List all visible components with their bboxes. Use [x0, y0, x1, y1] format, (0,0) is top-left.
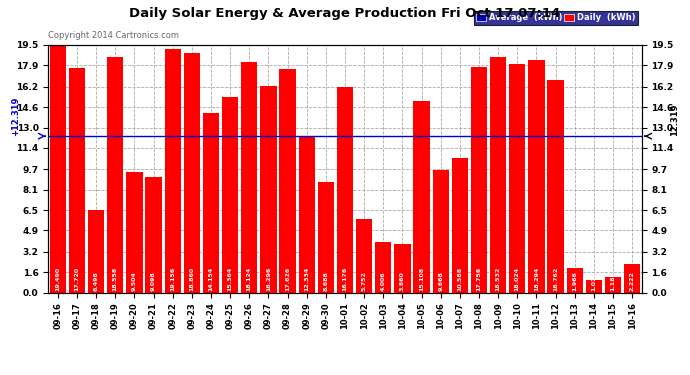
Text: 9.504: 9.504: [132, 271, 137, 291]
Bar: [69, 68, 85, 292]
Bar: [222, 98, 238, 292]
Text: 3.860: 3.860: [400, 271, 405, 291]
Text: 17.626: 17.626: [285, 266, 290, 291]
Text: 16.176: 16.176: [342, 266, 348, 291]
Text: 17.756: 17.756: [477, 266, 482, 291]
Text: Daily Solar Energy & Average Production Fri Oct 17 07:14: Daily Solar Energy & Average Production …: [130, 8, 560, 21]
Bar: [394, 243, 411, 292]
Text: 18.124: 18.124: [247, 266, 252, 291]
Bar: [260, 86, 277, 292]
Text: 1.016: 1.016: [591, 271, 596, 291]
Text: Copyright 2014 Cartronics.com: Copyright 2014 Cartronics.com: [48, 31, 179, 40]
Text: 16.296: 16.296: [266, 266, 271, 291]
Text: 14.154: 14.154: [208, 266, 213, 291]
Text: 2.222: 2.222: [630, 271, 635, 291]
Bar: [203, 113, 219, 292]
Text: 9.668: 9.668: [438, 271, 443, 291]
Text: 8.688: 8.688: [324, 271, 328, 291]
Bar: [50, 45, 66, 292]
Text: 18.024: 18.024: [515, 267, 520, 291]
Bar: [107, 57, 124, 292]
Bar: [126, 172, 143, 292]
Bar: [547, 80, 564, 292]
Text: 9.098: 9.098: [151, 271, 156, 291]
Text: 19.490: 19.490: [55, 267, 60, 291]
Bar: [165, 50, 181, 292]
Bar: [509, 64, 525, 292]
Bar: [146, 177, 161, 292]
Bar: [605, 278, 621, 292]
Text: 6.498: 6.498: [94, 271, 99, 291]
Text: 1.966: 1.966: [572, 271, 578, 291]
Bar: [452, 158, 468, 292]
Text: 5.752: 5.752: [362, 271, 366, 291]
Text: +12.319: +12.319: [11, 97, 20, 136]
Bar: [624, 264, 640, 292]
Text: 18.294: 18.294: [534, 266, 539, 291]
Bar: [471, 67, 487, 292]
Text: 1.184: 1.184: [611, 271, 615, 291]
Bar: [529, 60, 544, 292]
Bar: [490, 57, 506, 292]
Bar: [375, 242, 391, 292]
Bar: [241, 63, 257, 292]
Text: 4.006: 4.006: [381, 271, 386, 291]
Text: 19.156: 19.156: [170, 266, 175, 291]
Text: 15.364: 15.364: [228, 266, 233, 291]
Bar: [184, 53, 200, 292]
Bar: [299, 136, 315, 292]
Text: 12.319: 12.319: [670, 104, 679, 136]
Bar: [317, 182, 334, 292]
Text: 18.532: 18.532: [495, 266, 501, 291]
Text: 17.720: 17.720: [75, 267, 79, 291]
Bar: [337, 87, 353, 292]
Text: 15.108: 15.108: [419, 267, 424, 291]
Text: 10.588: 10.588: [457, 267, 462, 291]
Bar: [586, 280, 602, 292]
Bar: [566, 267, 583, 292]
Text: 18.860: 18.860: [189, 267, 195, 291]
Bar: [413, 101, 430, 292]
Text: 16.762: 16.762: [553, 266, 558, 291]
Bar: [433, 170, 449, 292]
Text: 12.334: 12.334: [304, 266, 309, 291]
Bar: [356, 219, 373, 292]
Bar: [88, 210, 104, 292]
Legend: Average  (kWh), Daily  (kWh): Average (kWh), Daily (kWh): [474, 11, 638, 25]
Bar: [279, 69, 296, 292]
Text: 18.558: 18.558: [112, 266, 118, 291]
